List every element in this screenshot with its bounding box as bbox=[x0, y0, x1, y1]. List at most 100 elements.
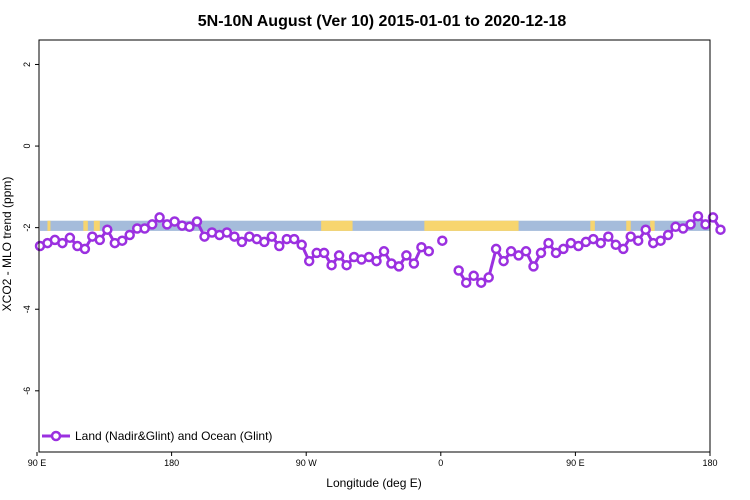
data-point bbox=[483, 272, 494, 283]
data-point bbox=[371, 255, 382, 267]
data-point bbox=[498, 255, 509, 267]
data-point bbox=[259, 236, 270, 248]
data-point bbox=[595, 237, 607, 249]
data-point bbox=[423, 246, 435, 257]
x-tick-label: 180 bbox=[702, 458, 717, 468]
x-tick-label: 90 E bbox=[566, 458, 585, 468]
data-point bbox=[460, 277, 472, 288]
data-point bbox=[341, 259, 352, 271]
data-point bbox=[326, 259, 337, 271]
x-axis-label: Longitude (deg E) bbox=[326, 476, 421, 490]
data-point bbox=[191, 216, 203, 227]
map-strip-land bbox=[83, 220, 88, 231]
data-point bbox=[116, 235, 128, 246]
data-point bbox=[94, 234, 106, 246]
data-point bbox=[603, 231, 614, 242]
data-point bbox=[468, 270, 479, 282]
y-axis: 2 0 -2 -4 -6 bbox=[22, 62, 39, 395]
series-layer bbox=[34, 210, 726, 288]
map-strip-land bbox=[650, 220, 655, 231]
data-point bbox=[475, 277, 487, 288]
map-strip-land bbox=[626, 220, 631, 231]
data-point bbox=[124, 229, 135, 241]
data-point bbox=[378, 246, 390, 257]
data-point bbox=[490, 243, 502, 255]
data-point bbox=[543, 237, 554, 249]
data-point bbox=[154, 212, 165, 223]
y-tick-label: -6 bbox=[22, 387, 32, 395]
data-point bbox=[618, 243, 629, 255]
data-point bbox=[520, 246, 532, 257]
data-point bbox=[139, 223, 150, 234]
data-point bbox=[318, 247, 330, 259]
chart-title: 5N-10N August (Ver 10) 2015-01-01 to 202… bbox=[198, 13, 567, 30]
data-point bbox=[393, 261, 405, 272]
data-point bbox=[274, 240, 285, 252]
data-point bbox=[79, 243, 91, 255]
map-strip-land bbox=[47, 220, 51, 231]
data-point bbox=[221, 227, 233, 238]
data-point bbox=[625, 231, 636, 242]
data-point bbox=[505, 246, 517, 257]
plot-frame bbox=[38, 39, 711, 453]
x-tick-label: 90 W bbox=[296, 458, 318, 468]
data-point bbox=[692, 210, 704, 222]
data-point bbox=[296, 239, 307, 251]
data-point bbox=[229, 231, 240, 242]
data-point bbox=[655, 235, 666, 246]
data-point bbox=[333, 250, 345, 261]
data-point bbox=[437, 235, 448, 246]
map-strip-land bbox=[321, 220, 353, 231]
data-point bbox=[513, 250, 524, 261]
x-tick-label: 0 bbox=[438, 458, 443, 468]
legend: Land (Nadir&Glint) and Ocean (Glint) bbox=[42, 429, 272, 443]
data-point bbox=[685, 219, 696, 230]
y-tick-label: -2 bbox=[22, 224, 32, 232]
data-point bbox=[632, 235, 644, 246]
data-point bbox=[453, 265, 464, 276]
map-strip-land bbox=[424, 220, 519, 231]
map-strip-ocean bbox=[40, 220, 710, 231]
data-point bbox=[588, 233, 599, 245]
data-point bbox=[573, 240, 584, 252]
data-point bbox=[199, 231, 210, 242]
x-axis: 90 E 180 90 W 0 90 E 180 bbox=[28, 452, 718, 468]
data-point bbox=[184, 221, 195, 233]
x-tick-label: 180 bbox=[164, 458, 179, 468]
map-strip-land bbox=[93, 220, 100, 231]
data-point bbox=[303, 255, 315, 267]
data-point bbox=[558, 243, 569, 255]
data-point bbox=[715, 224, 726, 235]
data-point bbox=[169, 216, 180, 227]
data-point bbox=[610, 239, 622, 251]
x-tick-label: 90 E bbox=[28, 458, 47, 468]
data-point bbox=[408, 258, 420, 269]
data-point bbox=[288, 233, 300, 245]
plot-area bbox=[34, 39, 726, 453]
data-point bbox=[416, 241, 427, 253]
data-point bbox=[677, 223, 689, 234]
data-point bbox=[401, 250, 412, 261]
y-tick-label: 0 bbox=[22, 144, 32, 149]
data-point bbox=[102, 224, 113, 235]
y-tick-label: -4 bbox=[22, 305, 32, 313]
y-axis-label: XCO2 - MLO trend (ppm) bbox=[0, 177, 14, 312]
map-strip-land bbox=[590, 220, 595, 231]
data-point bbox=[707, 212, 719, 223]
legend-point-marker bbox=[50, 430, 62, 442]
data-point bbox=[535, 247, 547, 259]
data-point bbox=[57, 237, 68, 249]
data-point bbox=[700, 219, 711, 230]
data-point bbox=[64, 232, 76, 244]
data-point bbox=[662, 229, 674, 241]
map-strip bbox=[40, 220, 710, 231]
data-point bbox=[363, 251, 375, 263]
data-point bbox=[528, 261, 539, 272]
data-point bbox=[640, 224, 651, 235]
data-point bbox=[146, 219, 158, 230]
data-point bbox=[236, 236, 248, 248]
y-tick-label: 2 bbox=[22, 62, 32, 67]
data-point bbox=[266, 231, 278, 242]
legend-entry-label: Land (Nadir&Glint) and Ocean (Glint) bbox=[75, 429, 272, 443]
